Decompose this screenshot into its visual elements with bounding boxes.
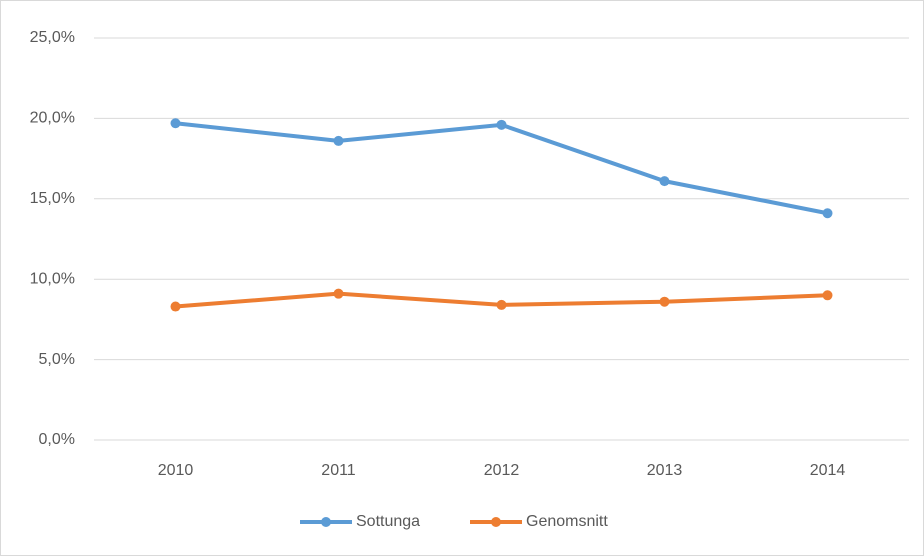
data-point: [659, 296, 670, 307]
data-point: [170, 118, 181, 129]
legend-label: Genomsnitt: [526, 513, 608, 530]
y-tick-label: 25,0%: [30, 29, 75, 46]
y-tick-label: 10,0%: [30, 270, 75, 287]
data-point: [659, 176, 670, 187]
legend-marker: [491, 517, 501, 527]
x-tick-label: 2011: [321, 462, 356, 479]
legend-label: Sottunga: [356, 513, 420, 530]
data-point: [822, 290, 833, 301]
data-point: [170, 301, 181, 312]
x-tick-label: 2014: [810, 462, 846, 479]
data-point: [333, 135, 344, 146]
data-point: [496, 119, 507, 130]
y-tick-label: 5,0%: [39, 351, 75, 368]
y-tick-label: 0,0%: [39, 431, 75, 448]
x-tick-label: 2013: [647, 462, 683, 479]
legend-marker: [321, 517, 331, 527]
data-point: [496, 299, 507, 310]
x-tick-label: 2012: [484, 462, 520, 479]
data-point: [822, 208, 833, 219]
data-point: [333, 288, 344, 299]
y-tick-label: 15,0%: [30, 190, 75, 207]
y-tick-label: 20,0%: [30, 110, 75, 127]
x-tick-label: 2010: [158, 462, 194, 479]
